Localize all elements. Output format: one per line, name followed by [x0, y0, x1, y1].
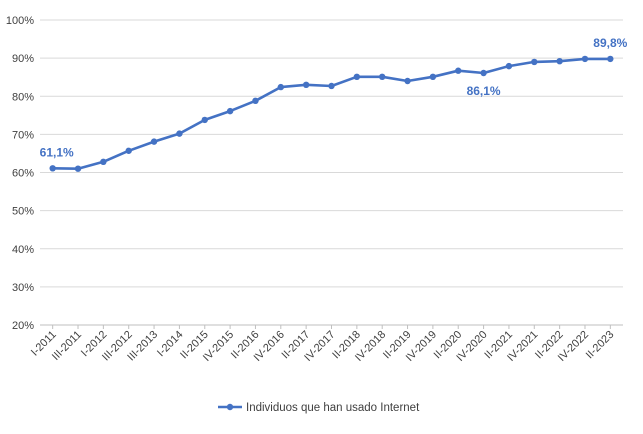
data-label: 86,1% — [467, 84, 501, 98]
y-tick-label: 90% — [12, 53, 34, 65]
gridlines — [40, 19, 623, 288]
data-point — [353, 73, 361, 81]
data-point — [378, 73, 386, 81]
data-point — [455, 67, 462, 74]
data-labels: 61,1% 86,1% 89,8% — [40, 36, 628, 159]
data-label: 89,8% — [593, 36, 627, 50]
data-point — [100, 158, 107, 166]
data-point — [176, 130, 183, 137]
data-point — [74, 165, 82, 172]
legend-point-marker — [226, 403, 234, 411]
data-point — [429, 73, 437, 81]
data-point — [226, 107, 234, 115]
y-tick-label: 30% — [12, 282, 34, 294]
legend-label: Individuos que han usado Internet — [246, 402, 420, 414]
legend: Individuos que han usado Internet — [218, 402, 420, 414]
data-point — [581, 55, 589, 63]
data-point — [531, 58, 538, 66]
data-point — [150, 138, 158, 145]
y-axis-ticks: 20% 30% 40% 50% 60% 70% 80% 90% 100% — [6, 15, 34, 332]
data-point — [302, 81, 310, 89]
data-point — [201, 116, 208, 124]
data-point — [49, 165, 56, 172]
y-tick-label: 20% — [12, 320, 34, 332]
data-point — [505, 62, 513, 70]
y-tick-label: 70% — [12, 129, 34, 141]
series-line — [52, 57, 611, 170]
y-tick-label: 100% — [6, 15, 34, 27]
y-tick-label: 80% — [12, 91, 34, 103]
data-point — [277, 83, 285, 91]
y-tick-label: 50% — [12, 206, 34, 218]
data-point — [252, 97, 259, 105]
series-group — [49, 55, 614, 172]
x-tick-label: II-2023 — [584, 329, 617, 362]
data-point — [404, 77, 411, 85]
data-point — [607, 55, 614, 63]
y-tick-label: 60% — [12, 168, 34, 180]
data-label: 61,1% — [40, 145, 74, 159]
x-axis-ticks: I-2011III-2011I-2012III-2012III-2013I-20… — [29, 325, 617, 364]
data-point — [328, 82, 335, 90]
data-point — [556, 57, 563, 65]
y-tick-label: 40% — [12, 244, 34, 256]
data-point — [125, 147, 132, 154]
data-point — [480, 69, 487, 77]
